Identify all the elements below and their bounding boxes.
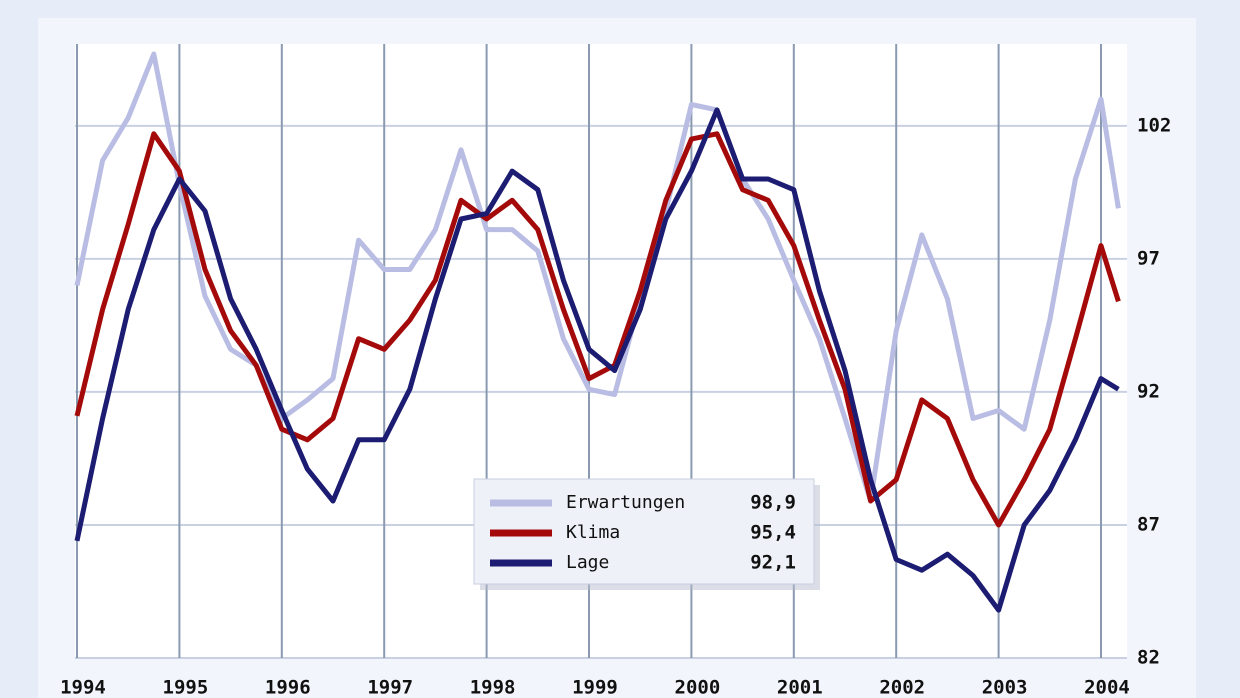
x-tick-label: 2003 — [982, 677, 1028, 698]
x-tick-label: 1998 — [470, 677, 516, 698]
legend-value: 92,1 — [750, 552, 796, 574]
x-tick-label: 1999 — [572, 677, 618, 698]
x-tick-label: 1996 — [265, 677, 311, 698]
legend-label: Erwartungen — [566, 492, 685, 513]
x-tick-label: 1995 — [163, 677, 209, 698]
series-line — [74, 131, 1121, 528]
legend-value: 98,9 — [750, 492, 796, 514]
y-tick-label: 92 — [1137, 380, 1160, 402]
legend-label: Klima — [566, 522, 620, 543]
x-tick-label: 1994 — [60, 677, 106, 698]
legend-label: Lage — [566, 552, 609, 573]
x-tick-label: 2001 — [777, 677, 823, 698]
x-tick-label: 2000 — [675, 677, 721, 698]
legend-value: 95,4 — [750, 522, 796, 544]
x-tick-label: 2002 — [879, 677, 925, 698]
y-tick-label: 102 — [1137, 114, 1171, 136]
x-tick-label: 1997 — [367, 677, 413, 698]
y-tick-label: 87 — [1137, 513, 1160, 535]
y-tick-label: 97 — [1137, 247, 1160, 269]
series-line — [74, 107, 1120, 613]
x-tick-label: 2004 — [1084, 677, 1130, 698]
y-tick-label: 82 — [1137, 647, 1160, 669]
